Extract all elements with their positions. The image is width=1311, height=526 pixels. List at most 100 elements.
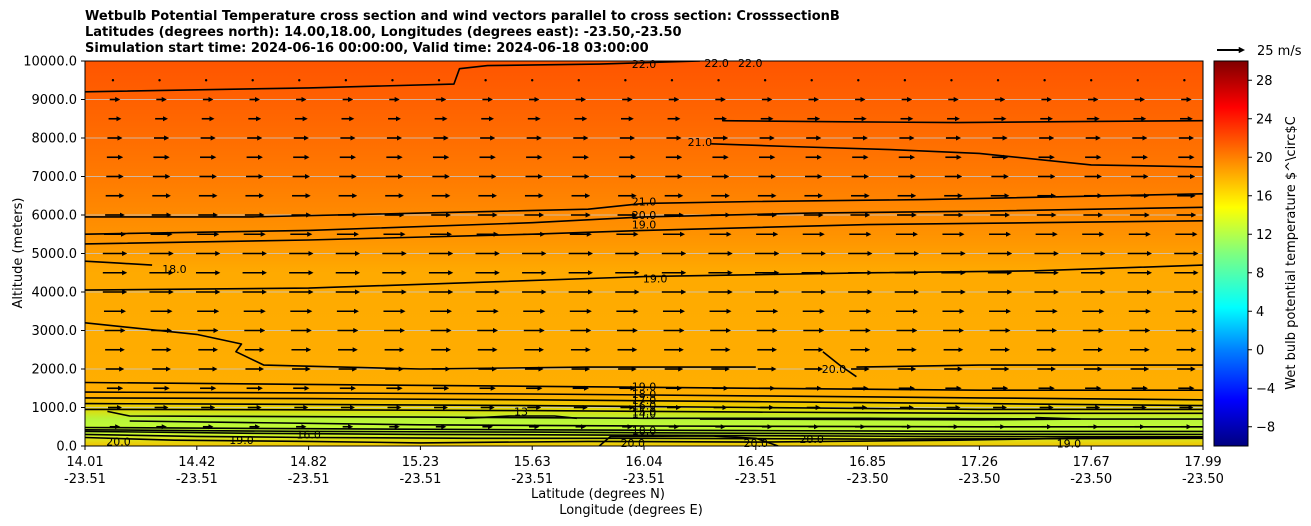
wind-vector (670, 79, 674, 82)
contour-labels: 22.0 22.0 22.021.021.020.019.018.019.020.0… (106, 57, 1081, 451)
wind-vector (857, 79, 860, 82)
colorbar-ticks: −8 −4 0 4 8 12 16 20 24 28 (1248, 74, 1275, 435)
x-tick-label-lon: -23.51 (511, 472, 553, 487)
wind-vector (251, 79, 254, 82)
y-tick-label: 8000.0 (32, 132, 78, 147)
contour-label: 18.0 (632, 388, 657, 401)
contour-label: 18.0 (632, 425, 657, 438)
contour-line (85, 220, 1203, 245)
contour-label: 18.0 (162, 263, 187, 276)
wind-vector (717, 79, 720, 82)
contour-line (85, 61, 700, 93)
x-tick-label-lon: -23.50 (958, 472, 1000, 487)
contour-label: 14.0 (632, 407, 657, 420)
y-tick-label: 5000.0 (32, 247, 78, 262)
contour-label: 20.0 (106, 435, 131, 448)
x-tick-label-lat: 16.45 (737, 455, 774, 470)
y-tick-label: 2000.0 (32, 363, 78, 378)
chart-title-line-3: Simulation start time: 2024-06-16 00:00:… (85, 41, 649, 56)
x-axis-label-lon: Longitude (degrees E) (559, 503, 703, 518)
wind-vector (577, 79, 580, 82)
y-axis-label: Altitude (meters) (11, 198, 26, 309)
wind-vector (996, 79, 1000, 82)
contour-label: 20.0 (621, 437, 646, 450)
wind-vector (204, 79, 208, 82)
wind-vectors (102, 79, 1199, 430)
x-tick-label-lon: -23.51 (288, 472, 330, 487)
contour-line (85, 391, 1203, 401)
quiver-key: 25 m/s (1217, 44, 1302, 59)
gridlines (85, 99, 1203, 408)
wind-vector (1043, 79, 1046, 82)
y-tick-label: 4000.0 (32, 286, 78, 301)
contour-line (722, 119, 1203, 124)
x-axis: 14.01 -23.51 14.42 -23.51 14.82 -23.51 15.23 -2… (64, 446, 1224, 487)
contour-line (85, 430, 1203, 438)
contour-label: 22.0 (704, 57, 729, 70)
x-tick-label-lat: 15.23 (402, 455, 439, 470)
contour-line (85, 426, 1203, 433)
colorbar-tick-label: 20 (1256, 151, 1273, 166)
contour-label: 21.0 (632, 196, 657, 209)
contour-label: 19.0 (643, 273, 668, 286)
x-tick-label-lon: -23.51 (735, 472, 777, 487)
wind-vector (624, 79, 627, 82)
x-tick-label-lon: -23.51 (623, 472, 665, 487)
wind-vector (1136, 79, 1139, 82)
contour-line (85, 397, 1203, 407)
x-tick-label-lon: -23.51 (176, 472, 218, 487)
colorbar-tick-label: −8 (1256, 420, 1275, 435)
wind-vector (763, 79, 767, 82)
x-tick-label-lon: -23.50 (847, 472, 889, 487)
wind-vector (298, 79, 301, 82)
y-tick-label: 6000.0 (32, 209, 78, 224)
colorbar (1213, 60, 1249, 447)
y-tick-label: 10000.0 (23, 55, 77, 70)
colorbar-tick-label: 24 (1256, 112, 1273, 127)
x-tick-label-lat: 14.42 (178, 455, 215, 470)
y-tick-label: 7000.0 (32, 170, 78, 185)
contour-label: 21.0 (688, 136, 713, 149)
contour-label: 20.0 (744, 437, 769, 450)
y-tick-label: 9000.0 (32, 93, 78, 108)
colorbar-tick-label: 16 (1256, 189, 1273, 204)
contour-label: 19.0 (632, 380, 657, 393)
x-tick-label-lat: 15.63 (514, 455, 551, 470)
wind-vector (344, 79, 348, 82)
x-axis-label-lat: Latitude (degrees N) (531, 487, 665, 502)
contour-line (699, 416, 1081, 421)
x-tick-label-lat: 17.67 (1073, 455, 1110, 470)
chart-title-line-2: Latitudes (degrees north): 14.00,18.00, … (85, 25, 682, 40)
wind-vector (950, 79, 953, 82)
contour-label: 19.0 (632, 219, 657, 232)
wind-vector (810, 79, 813, 82)
wind-vector (437, 79, 441, 82)
colorbar-tick-label: 4 (1256, 305, 1264, 320)
contour-line (85, 408, 1203, 415)
wind-vector (158, 79, 161, 82)
contour-line (856, 364, 1203, 368)
x-tick-label-lon: -23.50 (1070, 472, 1112, 487)
x-tick-label-lat: 16.85 (849, 455, 886, 470)
x-tick-label-lat: 14.82 (290, 455, 327, 470)
contour-line (85, 433, 1203, 440)
wind-vector (1090, 79, 1093, 82)
contour-label: 19.0 (229, 434, 254, 447)
x-tick-label-lat: 16.04 (625, 455, 662, 470)
contour-line (822, 351, 857, 378)
contour-label: 16.0 (296, 428, 321, 441)
contour-label: 20.0 (632, 209, 657, 222)
contour-line (85, 206, 1203, 235)
x-tick-label-lon: -23.50 (1182, 472, 1224, 487)
contour-line (85, 264, 1203, 291)
x-tick-label-lon: -23.51 (399, 472, 441, 487)
contour-label: 20.0 (822, 363, 847, 376)
x-tick-label-lat: 14.01 (66, 455, 103, 470)
contour-label: 20.0 (799, 433, 824, 446)
contour-line (85, 260, 153, 266)
contour-line (129, 420, 1203, 428)
wind-vector (903, 79, 907, 82)
x-tick-label-lon: -23.51 (64, 472, 106, 487)
chart-title-line-1: Wetbulb Potential Temperature cross sect… (85, 9, 840, 24)
